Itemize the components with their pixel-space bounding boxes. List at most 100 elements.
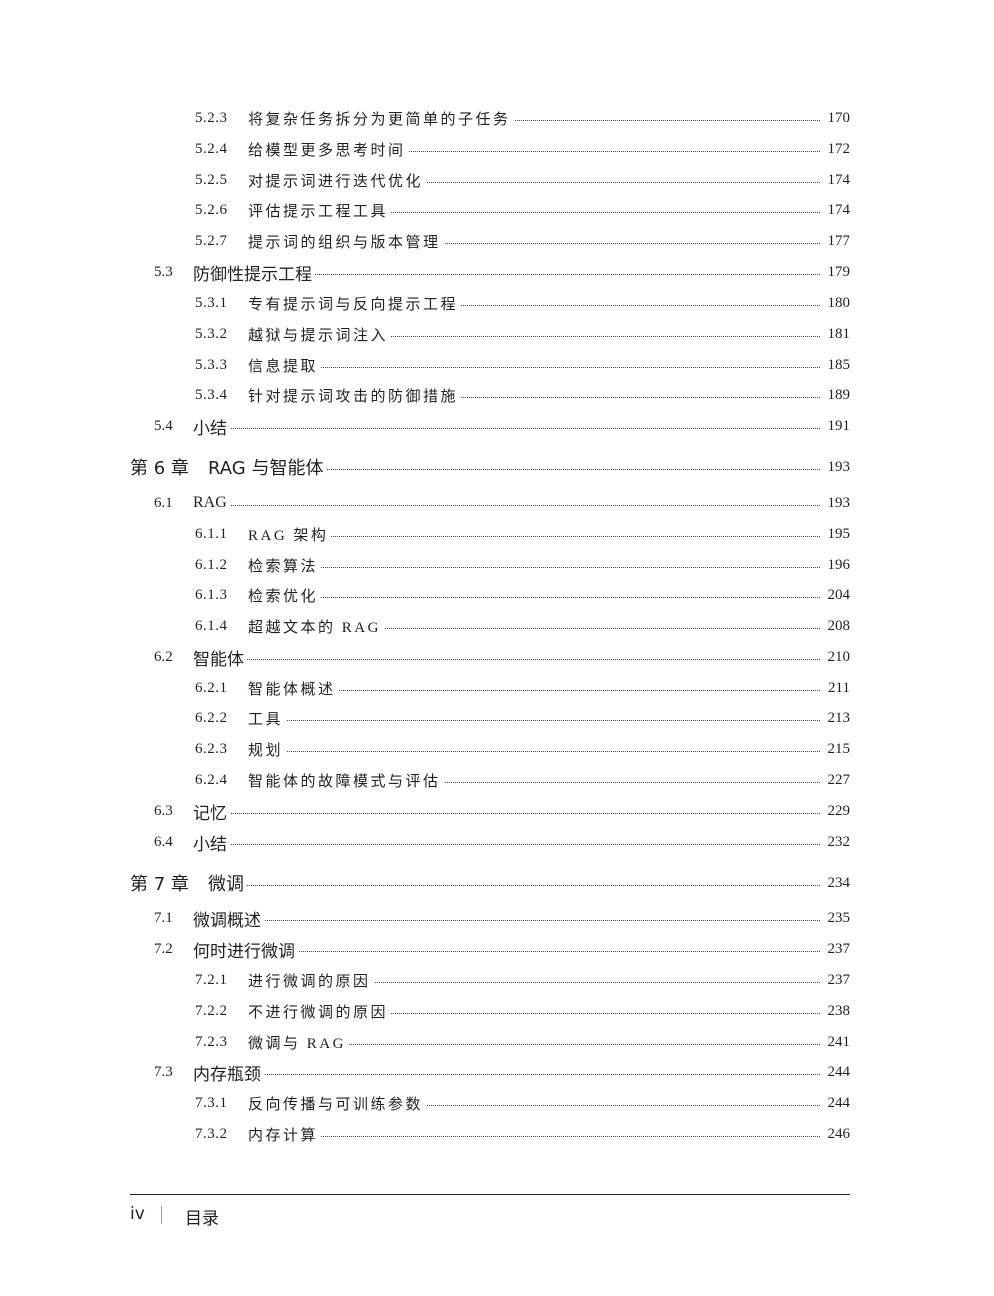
dot-leader xyxy=(248,151,820,152)
toc-section: 7.2 何时进行微调 237 xyxy=(0,936,850,962)
toc-subsection: 6.2.4 智能体的故障模式与评估 227 xyxy=(0,768,850,792)
entry-number: 5.2.5 xyxy=(195,171,228,188)
toc-subsection: 5.2.5 对提示词进行迭代优化 174 xyxy=(0,168,850,192)
entry-title: 智能体 xyxy=(193,644,247,670)
entry-title: 检索优化 xyxy=(248,584,322,606)
toc-subsection: 7.2.3 微调与 RAG 241 xyxy=(0,1030,850,1054)
entry-title: 反向传播与可训练参数 xyxy=(248,1092,427,1114)
entry-number: 5.3.2 xyxy=(195,325,228,342)
entry-title: 内存计算 xyxy=(248,1123,322,1145)
entry-title: 微调 xyxy=(208,870,247,896)
entry-number: 7.3 xyxy=(154,1063,173,1080)
entry-number: 5.3.1 xyxy=(195,294,228,311)
toc-subsection: 6.2.1 智能体概述 211 xyxy=(0,676,850,700)
entry-title: 评估提示工程工具 xyxy=(248,199,392,221)
entry-number: 5.2.6 xyxy=(195,201,228,218)
entry-number: 6.1.1 xyxy=(195,525,228,542)
entry-title: 信息提取 xyxy=(248,354,322,376)
dot-leader xyxy=(193,1074,820,1075)
entry-title: 检索算法 xyxy=(248,554,322,576)
entry-number: 6.1.4 xyxy=(195,617,228,634)
entry-page-number: 232 xyxy=(825,833,850,851)
entry-page-number: 170 xyxy=(825,109,850,127)
entry-page-number: 179 xyxy=(825,263,850,281)
entry-page-number: 244 xyxy=(825,1063,850,1081)
entry-title: 内存瓶颈 xyxy=(193,1059,264,1085)
toc-subsection: 7.3.1 反向传播与可训练参数 244 xyxy=(0,1091,850,1115)
entry-page-number: 215 xyxy=(825,740,850,758)
entry-title: 超越文本的 RAG xyxy=(248,615,384,637)
dot-leader xyxy=(248,690,820,691)
dot-leader xyxy=(193,813,820,814)
toc-subsection: 7.3.2 内存计算 246 xyxy=(0,1122,850,1146)
entry-page-number: 238 xyxy=(825,1002,850,1020)
entry-page-number: 210 xyxy=(825,648,850,666)
dot-leader xyxy=(248,1136,820,1137)
entry-page-number: 195 xyxy=(825,525,850,543)
dot-leader xyxy=(208,469,820,470)
toc-section: 6.3 记忆 229 xyxy=(0,798,850,824)
dot-leader xyxy=(248,536,820,537)
toc-subsection: 5.3.2 越狱与提示词注入 181 xyxy=(0,322,850,346)
entry-title: 专有提示词与反向提示工程 xyxy=(248,292,462,314)
entry-number: 7.1 xyxy=(154,909,173,926)
toc-section: 5.4 小结 191 xyxy=(0,413,850,439)
dot-leader xyxy=(193,274,820,275)
entry-title: 微调概述 xyxy=(193,905,264,931)
toc-section: 6.2 智能体 210 xyxy=(0,644,850,670)
dot-leader xyxy=(193,505,820,506)
entry-number: 6.2.4 xyxy=(195,771,228,788)
entry-number: 6.2 xyxy=(154,648,173,665)
entry-page-number: 244 xyxy=(825,1094,850,1112)
entry-title: 智能体的故障模式与评估 xyxy=(248,769,444,791)
dot-leader xyxy=(208,885,820,886)
entry-number: 5.4 xyxy=(154,417,173,434)
entry-page-number: 213 xyxy=(825,709,850,727)
toc-subsection: 6.1.2 检索算法 196 xyxy=(0,553,850,577)
entry-title: 智能体概述 xyxy=(248,677,339,699)
toc-subsection: 6.1.4 超越文本的 RAG 208 xyxy=(0,614,850,638)
entry-title: 记忆 xyxy=(193,798,230,824)
entry-number: 7.3.2 xyxy=(195,1125,228,1142)
toc-subsection: 5.2.3 将复杂任务拆分为更简单的子任务 170 xyxy=(0,106,850,130)
entry-page-number: 237 xyxy=(825,971,850,989)
entry-number: 5.3.3 xyxy=(195,356,228,373)
entry-page-number: 177 xyxy=(825,232,850,250)
entry-page-number: 196 xyxy=(825,556,850,574)
dot-leader xyxy=(248,182,820,183)
entry-number: 第 6 章 xyxy=(130,458,189,479)
toc-section: 6.4 小结 232 xyxy=(0,829,850,855)
toc-section: 7.1 微调概述 235 xyxy=(0,905,850,931)
entry-number: 6.2.2 xyxy=(195,709,228,726)
dot-leader xyxy=(248,782,820,783)
dot-leader xyxy=(248,397,820,398)
toc-subsection: 6.1.3 检索优化 204 xyxy=(0,583,850,607)
entry-number: 7.2 xyxy=(154,940,173,957)
entry-title: 何时进行微调 xyxy=(193,936,298,962)
dot-leader xyxy=(193,659,820,660)
toc-subsection: 5.3.3 信息提取 185 xyxy=(0,353,850,377)
entry-page-number: 189 xyxy=(825,386,850,404)
entry-page-number: 174 xyxy=(825,171,850,189)
toc-subsection: 7.2.1 进行微调的原因 237 xyxy=(0,968,850,992)
entry-number: 7.3.1 xyxy=(195,1094,228,1111)
toc-subsection: 7.2.2 不进行微调的原因 238 xyxy=(0,999,850,1023)
entry-page-number: 204 xyxy=(825,586,850,604)
entry-title: 提示词的组织与版本管理 xyxy=(248,230,444,252)
entry-title: 规划 xyxy=(248,738,287,760)
entry-number: 第 7 章 xyxy=(130,874,189,895)
entry-title: 针对提示词攻击的防御措施 xyxy=(248,384,462,406)
entry-page-number: 241 xyxy=(825,1033,850,1051)
dot-leader xyxy=(248,597,820,598)
toc-subsection: 6.2.3 规划 215 xyxy=(0,737,850,761)
entry-number: 7.2.2 xyxy=(195,1002,228,1019)
entry-page-number: 185 xyxy=(825,356,850,374)
entry-number: 6.2.1 xyxy=(195,679,228,696)
entry-number: 5.2.4 xyxy=(195,140,228,157)
entry-page-number: 193 xyxy=(825,458,850,476)
footer-section-label: 目录 xyxy=(185,1209,219,1229)
entry-page-number: 235 xyxy=(825,909,850,927)
toc-section: 7.3 内存瓶颈 244 xyxy=(0,1059,850,1085)
dot-leader xyxy=(248,720,820,721)
dot-leader xyxy=(248,628,820,629)
